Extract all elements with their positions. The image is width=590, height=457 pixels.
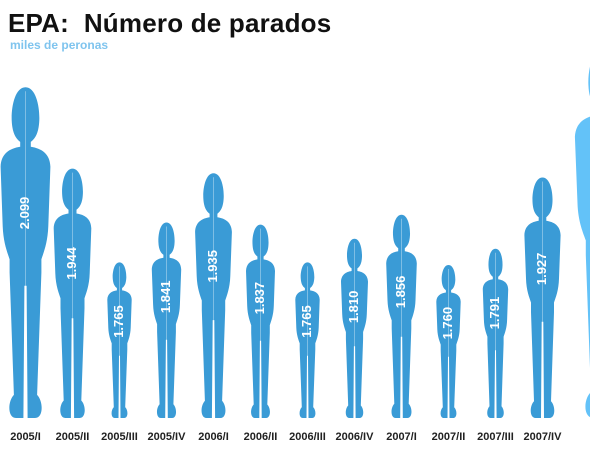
category-label: 2007/III: [477, 431, 514, 443]
figure-bar-2007-II: 1.760 2007/II: [432, 265, 466, 443]
person-silhouette-icon: [246, 224, 275, 418]
person-silhouette-icon: [195, 173, 232, 418]
person-silhouette-icon: [53, 168, 92, 418]
value-label: 1.765: [111, 305, 126, 338]
category-label: 2006/III: [289, 431, 326, 443]
person-silhouette-icon: [386, 214, 417, 418]
figure-bar-2007-III: 1.791 2007/III: [477, 248, 514, 443]
category-label: 2006/IV: [336, 431, 375, 443]
category-label: 2005/I: [10, 431, 41, 443]
category-label: 2006/II: [244, 431, 278, 443]
person-silhouette-icon: [482, 248, 509, 418]
figure-bar-2006-I: 1.935 2006/I: [195, 173, 232, 443]
figure-bar-2007-IV: 1.927 2007/IV: [524, 177, 563, 443]
value-label: 1.837: [252, 282, 267, 315]
category-label: 2005/II: [56, 431, 90, 443]
value-label: 1.810: [346, 291, 361, 324]
person-silhouette-icon: [151, 222, 182, 418]
figure-bar-2006-III: 1.765 2006/III: [289, 262, 326, 443]
value-label: 1.760: [440, 307, 455, 340]
figure-bar-2005-IV: 1.841 2005/IV: [148, 222, 187, 443]
category-label: 2007/II: [432, 431, 466, 443]
value-label: 2.099: [17, 197, 32, 230]
value-label: 1.944: [64, 246, 79, 279]
category-label: 2007/I: [386, 431, 417, 443]
person-silhouette-icon: [524, 177, 561, 418]
figure-bar-2005-II: 1.944 2005/II: [53, 168, 92, 443]
value-label: 1.935: [205, 250, 220, 283]
figure-bar-2006-II: 1.837 2006/II: [244, 224, 278, 443]
figure-bar-2007-I: 1.856 2007/I: [386, 214, 417, 443]
figure-bar-2005-I: 2.099 2005/I: [0, 87, 51, 443]
person-silhouette-icon: [341, 238, 368, 418]
person-silhouette-icon: [574, 66, 590, 418]
category-label: 2006/I: [198, 431, 229, 443]
figure-bar-2005-III: 1.765 2005/III: [101, 262, 138, 443]
chart-title: EPA: Número de parados: [8, 8, 332, 38]
chart-subtitle: miles de peronas: [10, 38, 109, 52]
person-silhouette-icon: [0, 87, 51, 419]
figure-bar-2006-IV: 1.810 2006/IV: [336, 238, 375, 443]
value-label: 1.856: [393, 276, 408, 309]
value-label: 1.765: [299, 305, 314, 338]
person-silhouette-icon: [107, 262, 132, 418]
value-label: 1.927: [534, 253, 549, 286]
category-label: 2007/IV: [524, 431, 563, 443]
value-label: 1.791: [487, 297, 502, 330]
figure-bar-2008-I: 2.1742008/I: [574, 66, 590, 443]
person-silhouette-icon: [436, 265, 461, 418]
category-label: 2005/IV: [148, 431, 187, 443]
category-label: 2005/III: [101, 431, 138, 443]
value-label: 1.841: [158, 281, 173, 314]
person-silhouette-icon: [295, 262, 320, 418]
